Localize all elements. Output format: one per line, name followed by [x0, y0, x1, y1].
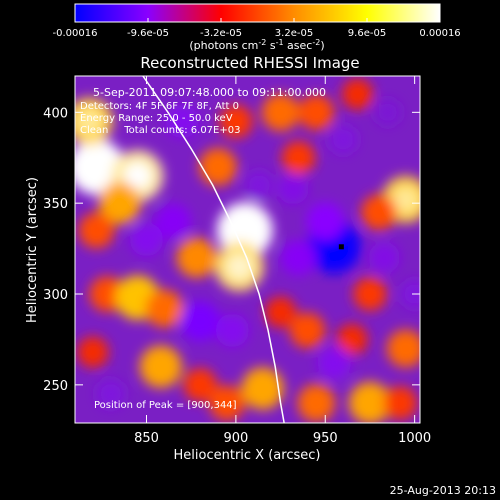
x-tick-label: 850 — [134, 431, 159, 446]
colorbar-bar — [74, 3, 441, 23]
x-axis-ticks: 850 900 950 1000 — [134, 76, 431, 446]
intensity-blob — [176, 237, 217, 278]
intensity-blob — [306, 202, 345, 241]
x-axis-label: Heliocentric X (arcsec) — [174, 448, 321, 463]
intensity-blob — [368, 242, 400, 274]
intensity-blob — [280, 239, 317, 276]
intensity-blob — [281, 141, 316, 175]
y-tick-label: 300 — [43, 288, 68, 303]
x-tick-label: 1000 — [398, 431, 431, 446]
intensity-blob — [165, 104, 200, 139]
intensity-blob — [297, 384, 336, 423]
y-tick-label: 400 — [43, 106, 68, 121]
intensity-blob — [317, 346, 351, 380]
intensity-blob — [244, 170, 274, 200]
plot-area — [75, 76, 420, 423]
intensity-blob — [241, 367, 284, 410]
colorbar-tick-label: -3.2e-05 — [200, 28, 242, 39]
annotation-time: 5-Sep-2011 09:07:48.000 to 09:11:00.000 — [93, 86, 326, 99]
intensity-blob-core — [123, 161, 152, 191]
intensity-blob — [139, 345, 183, 388]
intensity-blob — [219, 104, 253, 139]
intensity-blob — [336, 323, 368, 356]
peak-position-label: Position of Peak = [900,344] — [94, 400, 237, 411]
intensity-blob — [374, 98, 402, 126]
intensity-blob — [261, 93, 300, 132]
x-tick-label: 950 — [313, 431, 338, 446]
intensity-blob — [361, 194, 397, 231]
intensity-blob — [183, 368, 217, 402]
intensity-blob — [77, 336, 109, 368]
colorbar-unit-label: (photons cm-2 s-1 asec-2) — [189, 38, 324, 52]
intensity-blob — [96, 379, 126, 409]
intensity-blob — [180, 301, 221, 342]
intensity-blob-core — [225, 253, 253, 281]
intensity-blob — [199, 147, 238, 186]
peak-marker — [338, 244, 344, 250]
intensity-blob — [289, 312, 326, 349]
intensity-blob — [328, 125, 358, 155]
annotation-counts: Clean Total counts: 6.07E+03 — [80, 125, 240, 136]
chart-title: Reconstructed RHESSI Image — [140, 54, 359, 72]
intensity-blob — [98, 181, 141, 225]
intensity-blob — [145, 289, 184, 328]
intensity-blob — [155, 203, 192, 240]
intensity-blob — [348, 381, 392, 423]
y-tick-label: 250 — [43, 379, 68, 394]
intensity-blob — [209, 385, 245, 421]
intensity-blob — [383, 386, 418, 420]
intensity-blob — [215, 313, 250, 348]
plot-frame — [74, 75, 421, 424]
intensity-blob — [353, 277, 387, 311]
colorbar-tick-label: 0.00016 — [419, 28, 460, 39]
y-axis-ticks: 250 300 350 400 — [43, 106, 420, 394]
annotation-detectors: Detectors: 4F 5F 6F 7F 8F, Att 0 — [80, 101, 239, 112]
annotation-energy: Energy Range: 25.0 - 50.0 keV — [80, 113, 233, 124]
colorbar-tick-label: 3.2e-05 — [275, 28, 313, 39]
intensity-blob-core — [81, 151, 112, 183]
x-tick-label: 900 — [223, 431, 248, 446]
timestamp: 25-Aug-2013 20:13 — [390, 484, 496, 497]
colorbar-tick-label: 9.6e-05 — [348, 28, 386, 39]
intensity-blob — [400, 279, 420, 309]
intensity-blob — [264, 296, 297, 328]
intensity-blob — [298, 94, 335, 131]
annotations: 5-Sep-2011 09:07:48.000 to 09:11:00.000 … — [80, 86, 326, 411]
colorbar-tick-label: -0.00016 — [53, 28, 98, 39]
intensity-field — [75, 78, 420, 423]
intensity-blob-core — [392, 186, 419, 213]
colorbar-tick-label: -9.6e-05 — [127, 28, 169, 39]
intensity-blob-core — [76, 108, 103, 135]
y-tick-label: 350 — [43, 197, 68, 212]
intensity-blob — [341, 78, 374, 110]
intensity-blob — [78, 212, 115, 249]
intensity-blob — [277, 173, 309, 205]
intensity-blob-core — [229, 215, 261, 246]
colorbar-ticks: -0.00016 -9.6e-05 -3.2e-05 3.2e-05 9.6e-05 0.… — [53, 18, 461, 39]
y-axis-label: Heliocentric Y (arcsec) — [25, 177, 40, 323]
colorbar: -0.00016 -9.6e-05 -3.2e-05 3.2e-05 9.6e-05 0.… — [53, 3, 461, 52]
intensity-blob — [129, 222, 164, 257]
intensity-blob — [386, 329, 420, 368]
solar-limb-curve — [142, 76, 285, 423]
